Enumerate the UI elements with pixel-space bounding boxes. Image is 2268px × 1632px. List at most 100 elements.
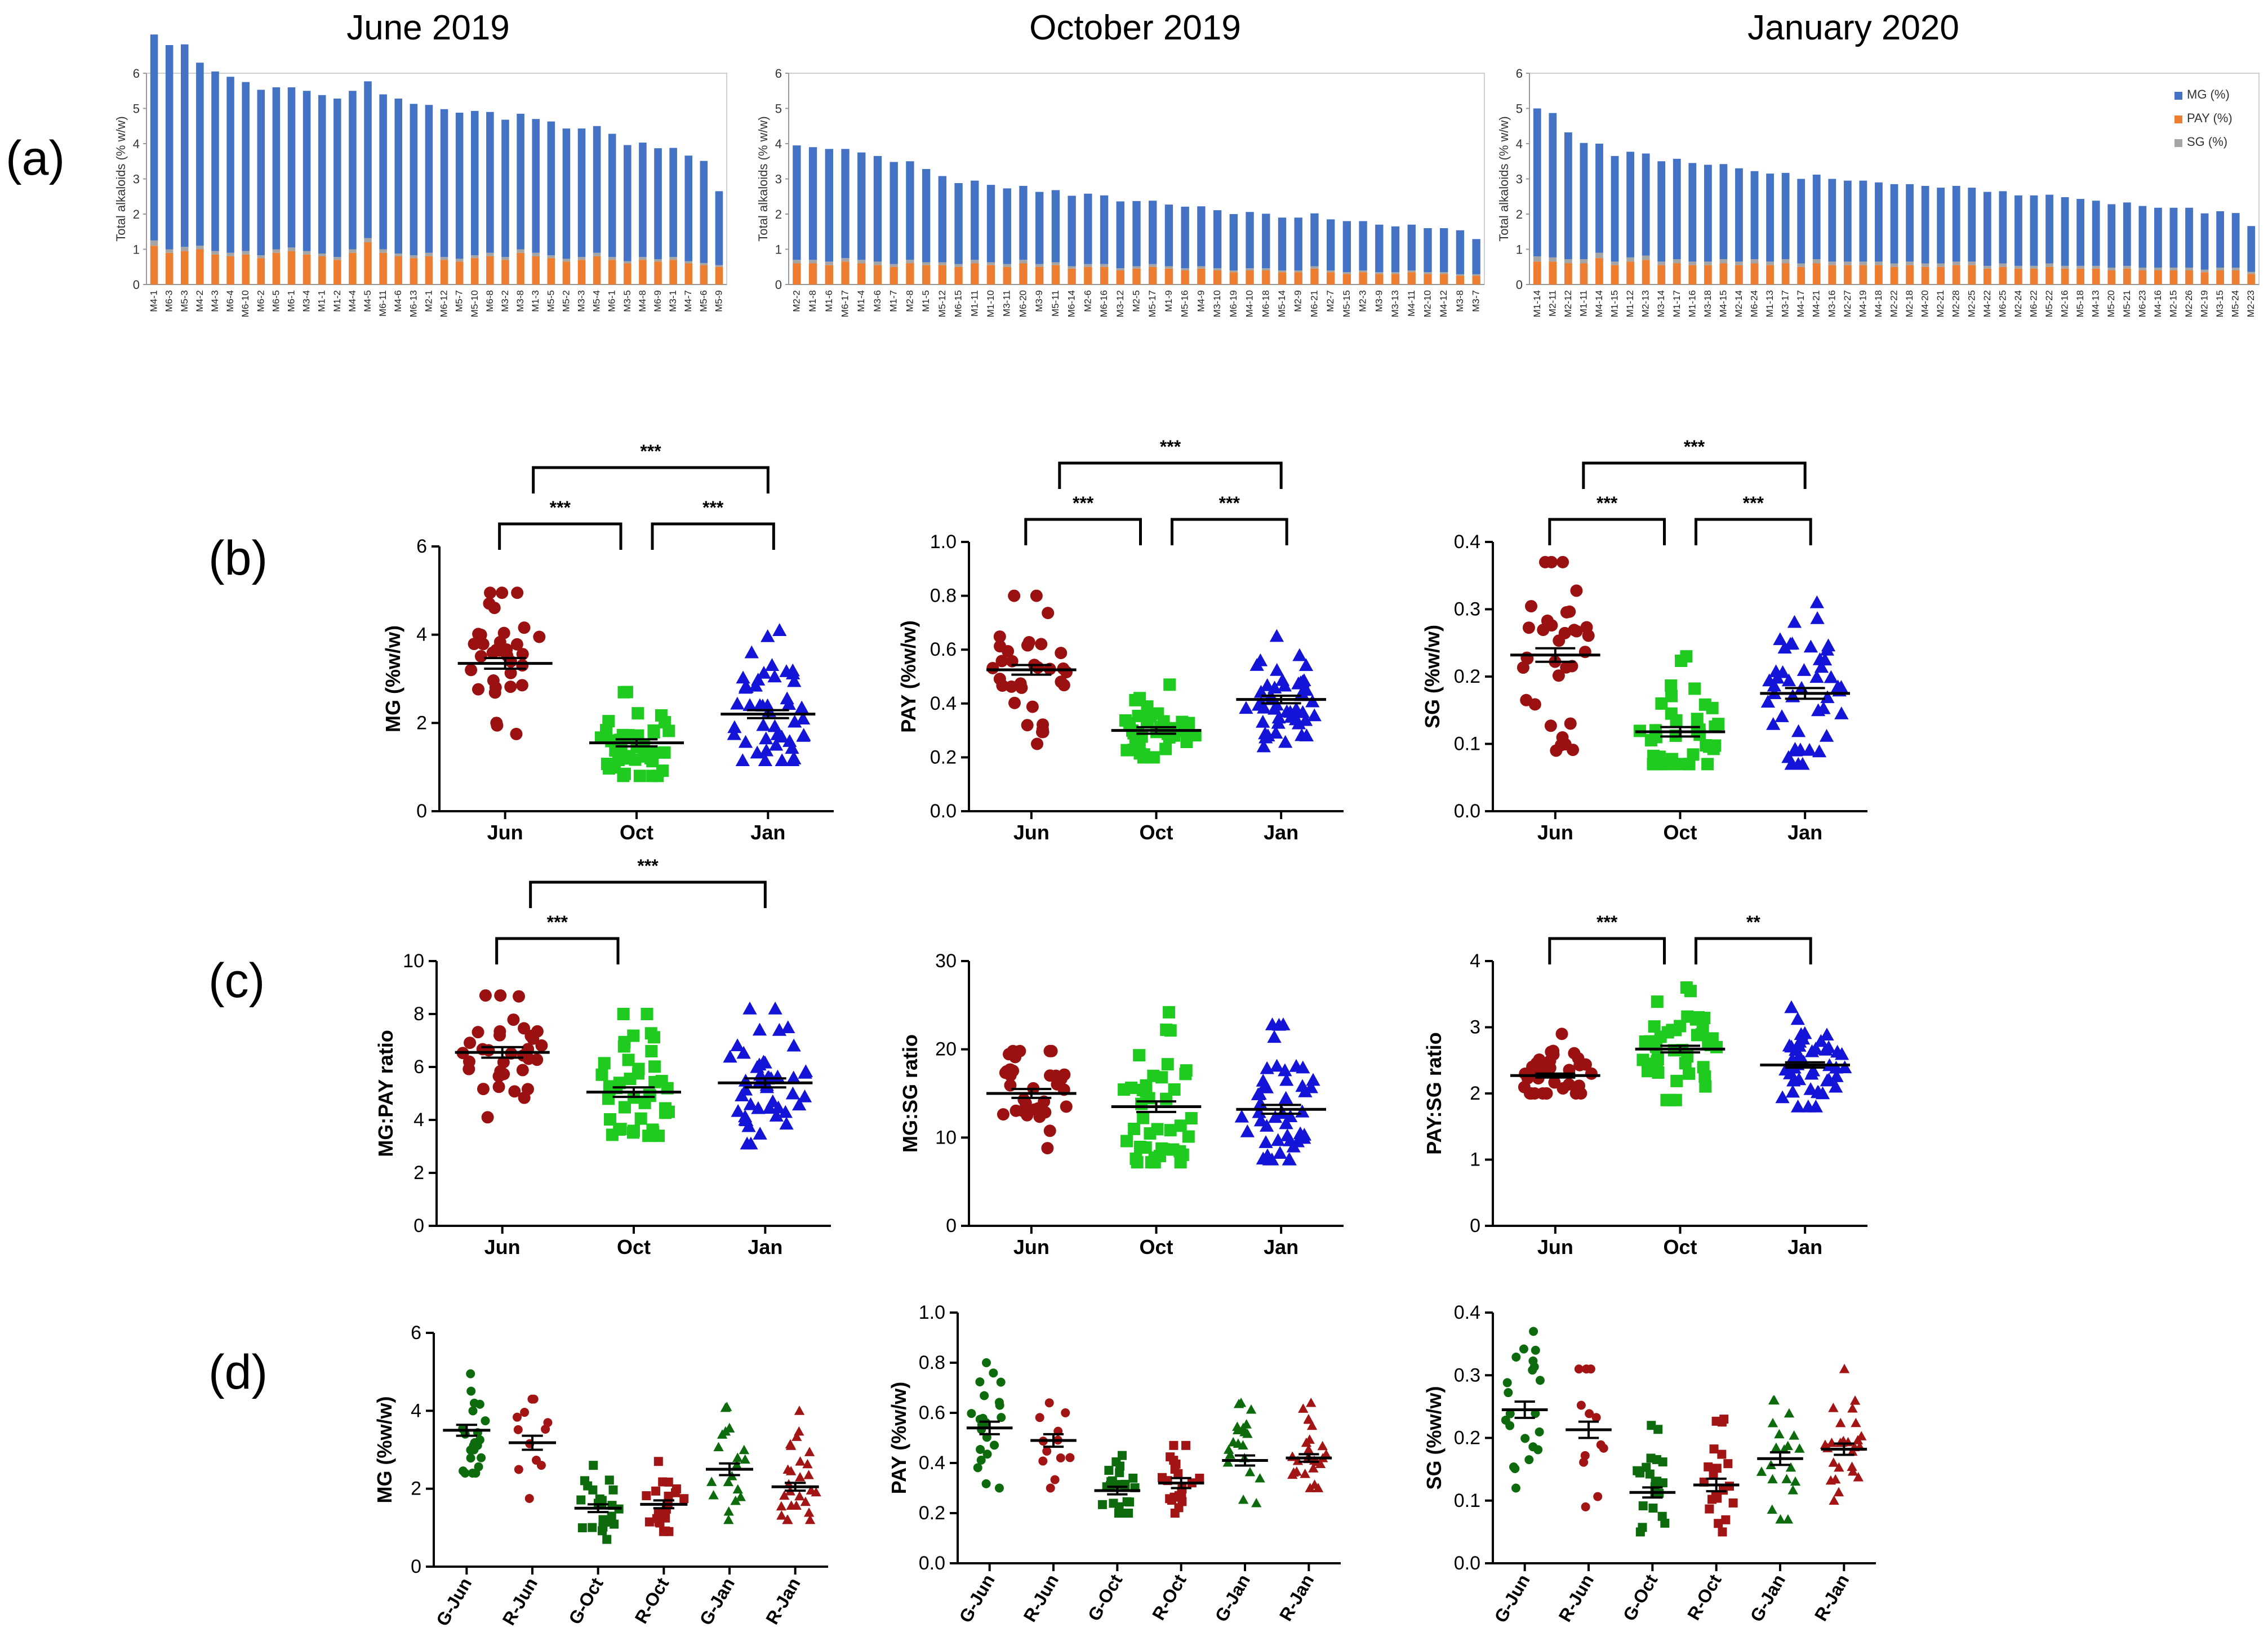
data-point xyxy=(1277,678,1292,692)
data-point xyxy=(1544,719,1557,732)
data-point xyxy=(1655,697,1668,710)
bar-sg xyxy=(1472,274,1480,276)
x-tick-label: R-Jun xyxy=(499,1575,542,1629)
data-point xyxy=(1769,1395,1780,1405)
data-point xyxy=(1010,1104,1022,1117)
y-tick-label: 3 xyxy=(775,172,782,186)
x-tick-label: M1-5 xyxy=(920,290,931,312)
data-point xyxy=(1303,1444,1314,1454)
data-point xyxy=(608,1485,618,1495)
data-point xyxy=(1697,1061,1710,1074)
data-point xyxy=(1504,1388,1513,1398)
data-point xyxy=(469,1441,478,1451)
data-point xyxy=(1698,1070,1711,1083)
data-point xyxy=(1035,1413,1044,1422)
data-point xyxy=(806,1485,817,1495)
bar-mg xyxy=(211,71,219,251)
data-point xyxy=(1135,730,1148,743)
data-point xyxy=(1787,615,1802,628)
y-axis-label: PAY (%w/w) xyxy=(887,1382,910,1494)
data-point xyxy=(1820,642,1835,656)
x-tick-label: M1-17 xyxy=(1671,290,1682,317)
bar-sg xyxy=(532,252,540,256)
data-point xyxy=(479,989,492,1002)
x-tick-label: M2-27 xyxy=(1842,290,1853,317)
bar-pay xyxy=(2247,274,2256,284)
data-point xyxy=(1182,1130,1195,1143)
data-point xyxy=(1635,1466,1644,1476)
bar-sg xyxy=(1611,261,1619,265)
data-point xyxy=(653,1457,663,1466)
data-point xyxy=(1658,1478,1667,1488)
bar-pay xyxy=(2014,268,2022,284)
bar-pay xyxy=(364,242,372,284)
data-point xyxy=(1042,1446,1052,1456)
bar-mg xyxy=(1983,192,1991,266)
bar-pay xyxy=(425,256,433,284)
bar-sg xyxy=(715,265,723,267)
data-point xyxy=(1835,1417,1846,1428)
bar-pay xyxy=(922,265,931,284)
data-point xyxy=(785,753,800,767)
data-point xyxy=(1591,1413,1601,1422)
data-point xyxy=(779,1490,790,1500)
data-point xyxy=(706,1477,717,1486)
x-tick-label: Jun xyxy=(1537,821,1573,844)
data-point xyxy=(1313,1483,1324,1492)
x-tick-label: M2-24 xyxy=(2013,290,2024,317)
bar-mg xyxy=(1262,214,1270,269)
data-point xyxy=(1520,1434,1530,1443)
data-point xyxy=(1265,1017,1280,1030)
y-tick-label: 0 xyxy=(775,278,782,292)
data-point xyxy=(1701,758,1714,771)
bar-mg xyxy=(425,105,433,253)
x-tick-label: M6-5 xyxy=(270,290,281,312)
bar-sg xyxy=(1735,261,1743,265)
data-point xyxy=(518,621,531,634)
y-tick-label: 0.4 xyxy=(1454,531,1480,553)
x-tick-label: R-Oct xyxy=(1148,1571,1190,1624)
data-point xyxy=(1118,1083,1131,1096)
bar-mg xyxy=(562,128,571,259)
data-point xyxy=(738,735,753,748)
data-point xyxy=(750,745,764,759)
bar-mg xyxy=(1999,191,2007,264)
bar-mg xyxy=(1116,201,1124,269)
bar-mg xyxy=(1051,190,1060,263)
data-point xyxy=(679,1494,689,1504)
bar-pay xyxy=(2092,268,2100,284)
data-point xyxy=(1518,1080,1531,1093)
bar-pay xyxy=(180,251,189,284)
x-tick-label: M4-16 xyxy=(2153,290,2163,317)
y-axis-label: MG (%w/w) xyxy=(373,1397,396,1504)
bar-sg xyxy=(1921,263,1929,267)
data-point xyxy=(1641,1065,1654,1078)
bar-mg xyxy=(1549,113,1557,257)
x-tick-label: M6-8 xyxy=(484,290,495,312)
x-tick-label: M1-14 xyxy=(1532,290,1542,317)
x-tick-label: M2-23 xyxy=(2245,290,2256,317)
data-point xyxy=(759,743,774,757)
data-point xyxy=(1249,658,1264,671)
data-point xyxy=(1579,1457,1589,1467)
bar-mg xyxy=(1797,179,1805,264)
data-point xyxy=(752,1022,767,1036)
data-point xyxy=(670,1488,680,1497)
data-point xyxy=(644,1517,654,1527)
data-point xyxy=(996,679,1009,692)
bar-sg xyxy=(841,258,850,262)
data-point xyxy=(1125,1497,1135,1507)
bar-sg xyxy=(1657,261,1666,265)
x-tick-label: M5-7 xyxy=(454,290,465,312)
significance-bracket xyxy=(1058,461,1283,489)
x-tick-label: M3-11 xyxy=(1002,290,1012,317)
bar-sg xyxy=(1051,262,1060,265)
data-point xyxy=(607,1511,616,1521)
x-tick-label: Oct xyxy=(1663,821,1697,844)
data-point xyxy=(1689,1013,1702,1026)
data-point xyxy=(981,1479,991,1488)
chart-a1: June 2019 0 1 2 3 4 5 6 Total alkaloids (% w/w) M… xyxy=(114,8,727,317)
bar-pay xyxy=(684,263,693,284)
bar-mg xyxy=(1735,168,1743,262)
data-point xyxy=(661,1526,670,1536)
